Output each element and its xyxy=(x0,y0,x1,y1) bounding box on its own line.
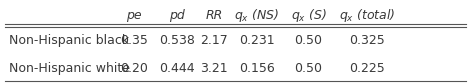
Text: 0.156: 0.156 xyxy=(239,62,275,75)
Text: $q_x$ (NS): $q_x$ (NS) xyxy=(234,7,279,24)
Text: 2.17: 2.17 xyxy=(201,34,228,47)
Text: 0.231: 0.231 xyxy=(239,34,275,47)
Text: 0.50: 0.50 xyxy=(294,34,323,47)
Text: Non-Hispanic black: Non-Hispanic black xyxy=(9,34,130,47)
Text: $q_x$ (S): $q_x$ (S) xyxy=(291,7,326,24)
Text: RR: RR xyxy=(206,9,223,22)
Text: 0.325: 0.325 xyxy=(349,34,385,47)
Text: Non-Hispanic white: Non-Hispanic white xyxy=(9,62,130,75)
Text: $q_x$ (total): $q_x$ (total) xyxy=(339,7,396,24)
Text: 0.538: 0.538 xyxy=(159,34,195,47)
Text: 0.444: 0.444 xyxy=(159,62,195,75)
Text: 3.21: 3.21 xyxy=(201,62,228,75)
Text: pd: pd xyxy=(169,9,185,22)
Text: 0.20: 0.20 xyxy=(120,62,148,75)
Text: pe: pe xyxy=(126,9,142,22)
Text: 0.225: 0.225 xyxy=(349,62,385,75)
Text: 0.35: 0.35 xyxy=(120,34,148,47)
Text: 0.50: 0.50 xyxy=(294,62,323,75)
